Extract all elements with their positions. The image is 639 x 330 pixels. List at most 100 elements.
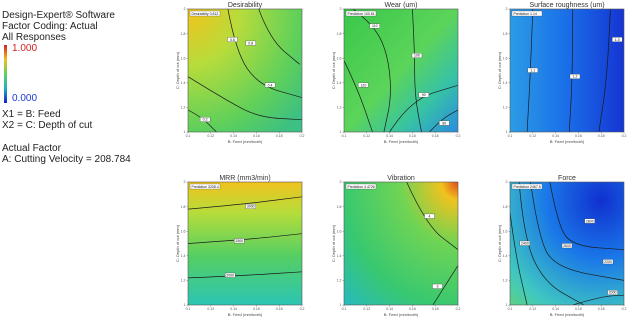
contour-label: 120	[360, 83, 366, 87]
x-tick-label: 0.1	[508, 307, 513, 311]
y-axis-label: C: Depth of cut (mm)	[175, 51, 180, 89]
prediction-label: Prediction 4.4726	[348, 185, 375, 189]
y-tick-label: 1	[506, 303, 508, 307]
contour-label: 2800	[586, 219, 594, 223]
contour-label: 2400	[521, 242, 529, 246]
software-name: Design-Expert® Software	[2, 10, 115, 21]
contour-label-box	[418, 92, 429, 98]
contour-label: 2000	[609, 291, 617, 295]
contour-plot-vibration: 4 3 Prediction 4.4726 Vibration 0.1 0.12 0.14 0…	[331, 175, 460, 317]
contour-label-box	[607, 290, 618, 295]
y-tick-label: 1.6	[337, 229, 342, 233]
x-tick-label: 0.16	[575, 307, 582, 311]
contour-label-box	[612, 37, 623, 42]
plot-title: Wear (um)	[385, 2, 418, 9]
contour-label-box	[225, 272, 236, 278]
y-tick-label: 2	[340, 180, 342, 184]
contour-line	[188, 196, 302, 210]
x-axis-label: B: Feed (mm/tooth)	[228, 139, 263, 144]
contour-label: 3	[437, 285, 439, 289]
y-tick-label: 1.8	[503, 205, 508, 209]
contour-line	[406, 182, 458, 250]
x-tick-label: 0.18	[598, 307, 605, 311]
contour-label-box	[527, 67, 538, 73]
x-tick-label: 0.12	[363, 307, 370, 311]
y-tick-label: 1.8	[503, 32, 508, 36]
x-axis-label: B: Feed (mm/tooth)	[550, 312, 585, 317]
x-tick-label: 0.18	[276, 307, 283, 311]
plot-title: MRR (mm3/min)	[219, 175, 270, 182]
contour-line	[389, 84, 458, 132]
y-tick-label: 2	[340, 7, 342, 11]
y-tick-label: 1.6	[181, 56, 186, 60]
x-tick-label: 0.14	[386, 307, 393, 311]
x-tick-label: 0.14	[230, 307, 237, 311]
y-tick-label: 1.2	[503, 279, 508, 283]
plot-title: Vibration	[387, 175, 415, 182]
x-axis-label: B: Feed (mm/tooth)	[384, 312, 419, 317]
x-tick-label: 0.12	[529, 307, 536, 311]
y-tick-label: 1.2	[337, 279, 342, 283]
prediction-label: Prediction 3208.4	[192, 185, 219, 189]
plot-area-mrr	[188, 182, 302, 305]
x-tick-label: 0.2	[300, 307, 305, 311]
x-tick-label: 0.18	[276, 134, 283, 138]
y-tick-label: 1.4	[181, 254, 186, 258]
contour-label-box	[424, 213, 435, 219]
x-tick-label: 0.1	[342, 307, 347, 311]
y-tick-label: 2	[184, 7, 186, 11]
y-tick-label: 1.6	[181, 229, 186, 233]
x-tick-label: 0.2	[456, 134, 461, 138]
y-tick-label: 2	[506, 7, 508, 11]
prediction-label: Prediction 100.61	[348, 12, 375, 16]
contour-label-box	[369, 23, 380, 29]
y-tick-label: 1.4	[181, 81, 186, 85]
x-tick-label: 0.12	[207, 134, 214, 138]
y-tick-label: 1.4	[503, 81, 508, 85]
contour-label-box	[245, 203, 256, 209]
x-axis-label: B: Feed (mm/tooth)	[384, 139, 419, 144]
contour-label: 0.8	[248, 41, 253, 45]
legend-max-value: 1.000	[12, 43, 38, 54]
contour-label: 2200	[604, 260, 612, 264]
prediction-label: Prediction 1.14	[514, 12, 537, 16]
x-tick-label: 0.14	[552, 134, 559, 138]
x-tick-label: 0.1	[186, 134, 191, 138]
x2-label: X2 = C: Depth of cut	[2, 120, 93, 131]
contour-line	[258, 9, 300, 65]
contour-plot-wear: 110 120 100 90 80 Prediction 100.61 Wear (um) 0…	[331, 2, 460, 144]
y-tick-label: 1.4	[337, 81, 342, 85]
y-tick-label: 1.2	[181, 106, 186, 110]
plot-frame	[343, 8, 459, 133]
y-tick-label: 1.6	[503, 229, 508, 233]
x-tick-label: 0.16	[409, 134, 416, 138]
contour-label: 2000	[226, 273, 234, 277]
contour-label-box	[602, 259, 614, 265]
plot-frame	[187, 8, 303, 133]
x-tick-label: 0.18	[598, 134, 605, 138]
contour-label-box	[432, 283, 443, 289]
x-tick-label: 0.16	[575, 134, 582, 138]
x-tick-label: 0.12	[363, 134, 370, 138]
contour-label-box	[569, 74, 581, 79]
plot-frame	[343, 181, 459, 306]
contour-line	[572, 294, 624, 305]
contour-plot-roughness: 1.1 1.2 1.3 Prediction 1.14 Surface roughnes…	[497, 2, 626, 144]
x-tick-label: 0.14	[552, 307, 559, 311]
x-tick-label: 0.16	[253, 134, 260, 138]
contour-line	[227, 9, 302, 98]
prediction-label: Desirability 0.812	[192, 12, 219, 16]
contour-line	[188, 76, 302, 121]
contour-label-box	[234, 238, 245, 244]
x-tick-label: 0.2	[456, 307, 461, 311]
y-tick-label: 1.8	[181, 205, 186, 209]
contour-label: 0.6	[230, 38, 235, 42]
x-tick-label: 0.2	[622, 307, 627, 311]
contour-line	[429, 109, 458, 132]
contour-label-box	[199, 117, 211, 122]
plot-frame	[509, 8, 625, 133]
contour-line	[598, 9, 611, 132]
contour-label-box	[358, 82, 369, 88]
x-tick-label: 0.18	[432, 134, 439, 138]
contour-line	[526, 9, 534, 132]
